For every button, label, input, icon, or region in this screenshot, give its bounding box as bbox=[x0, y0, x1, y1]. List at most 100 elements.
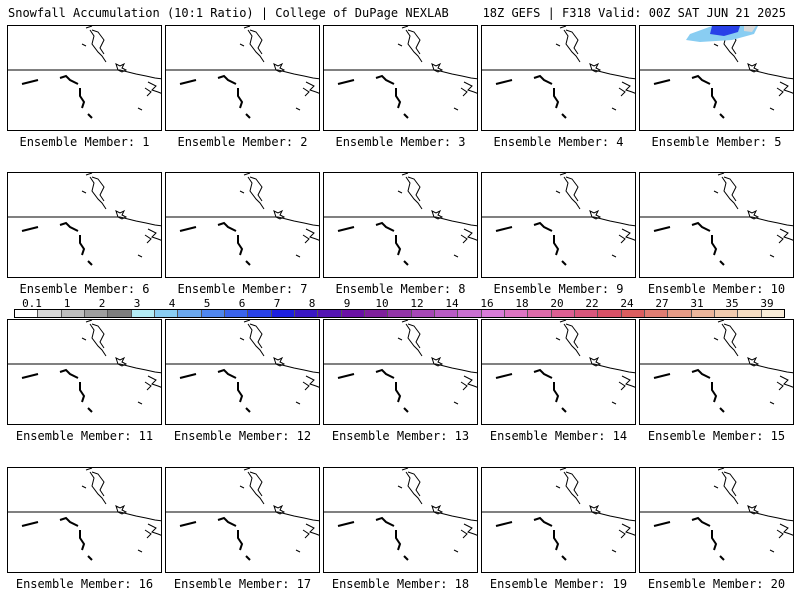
colorbar-swatch bbox=[201, 310, 225, 317]
colorbar-swatch bbox=[691, 310, 715, 317]
ensemble-panel-10 bbox=[639, 172, 794, 278]
ensemble-panel-17 bbox=[165, 467, 320, 573]
basemap bbox=[8, 26, 161, 119]
ensemble-panel-label: Ensemble Member: 10 bbox=[647, 282, 786, 296]
ensemble-panel-label: Ensemble Member: 1 bbox=[19, 135, 150, 149]
colorbar-swatch bbox=[504, 310, 529, 317]
basemap bbox=[640, 468, 793, 561]
colorbar-swatch bbox=[341, 310, 365, 317]
colorbar-swatch bbox=[108, 310, 132, 317]
ensemble-panel-19 bbox=[481, 467, 636, 573]
ensemble-panel-20 bbox=[639, 467, 794, 573]
colorbar-swatch bbox=[131, 310, 155, 317]
ensemble-panel-4 bbox=[481, 25, 636, 131]
ensemble-panel-label: Ensemble Member: 8 bbox=[335, 282, 466, 296]
basemap bbox=[8, 320, 161, 413]
ensemble-panel-15 bbox=[639, 319, 794, 425]
ensemble-panel-label: Ensemble Member: 15 bbox=[647, 429, 786, 443]
basemap bbox=[482, 26, 635, 119]
colorbar-swatch bbox=[668, 310, 692, 317]
colorbar-swatch bbox=[481, 310, 505, 317]
ensemble-panel-label: Ensemble Member: 19 bbox=[489, 577, 628, 591]
colorbar-swatch bbox=[738, 310, 762, 317]
colorbar-tick-label: 4 bbox=[168, 297, 176, 310]
colorbar-tick-label: 39 bbox=[760, 297, 774, 310]
colorbar-tick-label: 10 bbox=[375, 297, 389, 310]
ensemble-panel-13 bbox=[323, 319, 478, 425]
ensemble-panel-16 bbox=[7, 467, 162, 573]
colorbar-swatch bbox=[598, 310, 622, 317]
colorbar-swatch bbox=[224, 310, 249, 317]
colorbar-swatch bbox=[714, 310, 739, 317]
ensemble-panel-1 bbox=[7, 25, 162, 131]
colorbar-tick-label: 27 bbox=[655, 297, 669, 310]
snowfall-shading bbox=[686, 26, 758, 42]
ensemble-panel-label: Ensemble Member: 5 bbox=[651, 135, 782, 149]
basemap bbox=[166, 173, 319, 266]
ensemble-panel-8 bbox=[323, 172, 478, 278]
colorbar-tick-label: 31 bbox=[690, 297, 704, 310]
basemap bbox=[640, 173, 793, 266]
ensemble-panel-label: Ensemble Member: 13 bbox=[331, 429, 470, 443]
colorbar-tick-label: 0.1 bbox=[22, 297, 42, 310]
colorbar-swatch bbox=[388, 310, 412, 317]
colorbar-swatch bbox=[458, 310, 482, 317]
ensemble-panel-label: Ensemble Member: 7 bbox=[177, 282, 308, 296]
colorbar-tick-label: 16 bbox=[480, 297, 494, 310]
colorbar-swatch bbox=[528, 310, 552, 317]
colorbar-swatch bbox=[154, 310, 179, 317]
ensemble-panel-label: Ensemble Member: 2 bbox=[177, 135, 308, 149]
colorbar-tick-label: 35 bbox=[725, 297, 739, 310]
ensemble-panel-label: Ensemble Member: 3 bbox=[335, 135, 466, 149]
colorbar-swatch bbox=[61, 310, 85, 317]
colorbar-swatch bbox=[364, 310, 389, 317]
ensemble-panel-2 bbox=[165, 25, 320, 131]
colorbar-swatch bbox=[411, 310, 435, 317]
colorbar-tick-label: 24 bbox=[620, 297, 634, 310]
basemap bbox=[324, 468, 477, 561]
colorbar-swatch bbox=[551, 310, 575, 317]
colorbar-swatch bbox=[271, 310, 295, 317]
colorbar-swatch bbox=[178, 310, 202, 317]
colorbar-tick-label: 5 bbox=[203, 297, 211, 310]
colorbar-tick-label: 7 bbox=[273, 297, 281, 310]
ensemble-panel-3 bbox=[323, 25, 478, 131]
colorbar-tick-label: 1 bbox=[63, 297, 71, 310]
basemap bbox=[482, 173, 635, 266]
colorbar-tick-label: 8 bbox=[308, 297, 316, 310]
basemap bbox=[8, 468, 161, 561]
basemap bbox=[324, 320, 477, 413]
ensemble-panel-label: Ensemble Member: 18 bbox=[331, 577, 470, 591]
colorbar-tick-label: 14 bbox=[445, 297, 459, 310]
colorbar-tick-label: 6 bbox=[238, 297, 246, 310]
basemap bbox=[482, 320, 635, 413]
basemap bbox=[166, 26, 319, 119]
colorbar-tick-label: 18 bbox=[515, 297, 529, 310]
colorbar-tick-label: 12 bbox=[410, 297, 424, 310]
ensemble-panel-label: Ensemble Member: 16 bbox=[15, 577, 154, 591]
basemap bbox=[166, 320, 319, 413]
colorbar-swatch bbox=[434, 310, 459, 317]
basemap bbox=[324, 173, 477, 266]
title-left: Snowfall Accumulation (10:1 Ratio) | Col… bbox=[8, 6, 449, 20]
colorbar-swatch bbox=[248, 310, 272, 317]
colorbar-tick-label: 9 bbox=[343, 297, 351, 310]
basemap bbox=[166, 468, 319, 561]
ensemble-panel-9 bbox=[481, 172, 636, 278]
colorbar-swatch bbox=[621, 310, 645, 317]
colorbar-swatch bbox=[318, 310, 342, 317]
ensemble-panel-5 bbox=[639, 25, 794, 131]
basemap bbox=[482, 468, 635, 561]
basemap bbox=[640, 26, 793, 119]
ensemble-panel-12 bbox=[165, 319, 320, 425]
colorbar-swatch bbox=[294, 310, 319, 317]
ensemble-panel-label: Ensemble Member: 20 bbox=[647, 577, 786, 591]
title-right: 18Z GEFS | F318 Valid: 00Z SAT JUN 21 20… bbox=[482, 6, 786, 20]
ensemble-panel-6 bbox=[7, 172, 162, 278]
colorbar-tick-label: 3 bbox=[133, 297, 141, 310]
basemap bbox=[640, 320, 793, 413]
ensemble-panel-label: Ensemble Member: 17 bbox=[173, 577, 312, 591]
colorbar-swatch bbox=[84, 310, 109, 317]
ensemble-panel-label: Ensemble Member: 4 bbox=[493, 135, 624, 149]
colorbar-tick-label: 20 bbox=[550, 297, 564, 310]
